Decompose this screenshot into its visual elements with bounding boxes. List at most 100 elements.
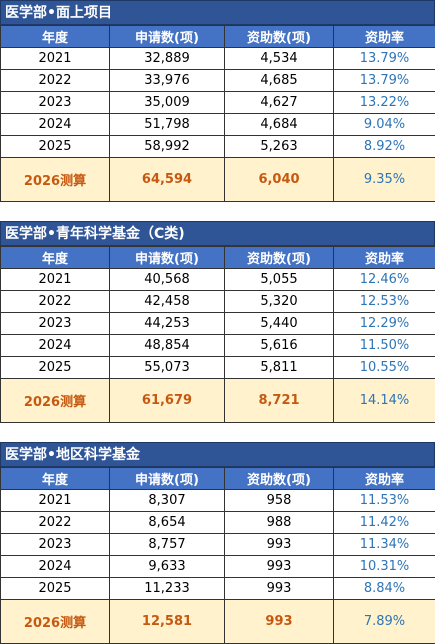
section-title: 医学部•青年科学基金（C类) <box>0 221 435 246</box>
cell: 993 <box>224 577 334 600</box>
cell: 8.84% <box>333 577 435 600</box>
cell: 11,233 <box>109 577 225 600</box>
cell: 5,616 <box>224 334 334 357</box>
header-cell: 年度 <box>0 246 110 269</box>
data-row: 2024 48,854 5,616 11.50% <box>0 334 435 357</box>
cell: 4,685 <box>224 69 334 92</box>
cell: 9,633 <box>109 555 225 578</box>
data-row: 2025 55,073 5,811 10.55% <box>0 356 435 379</box>
cell: 58,992 <box>109 135 225 158</box>
cell: 11.42% <box>333 511 435 534</box>
section: 医学部•青年科学基金（C类) 年度 申请数(项) 资助数(项) 资助率 2021 40,56… <box>0 221 435 423</box>
header-row: 年度 申请数(项) 资助数(项) 资助率 <box>0 25 435 48</box>
cell: 33,976 <box>109 69 225 92</box>
estimate-cell: 6,040 <box>224 157 334 202</box>
cell: 12.29% <box>333 312 435 335</box>
cell: 48,854 <box>109 334 225 357</box>
header-cell: 资助率 <box>333 467 435 490</box>
cell: 2025 <box>0 356 110 379</box>
estimate-cell: 2026测算 <box>0 378 110 423</box>
section-title: 医学部•地区科学基金 <box>0 442 435 467</box>
cell: 2022 <box>0 290 110 313</box>
cell: 2022 <box>0 69 110 92</box>
cell: 2022 <box>0 511 110 534</box>
cell: 993 <box>224 533 334 556</box>
header-cell: 资助率 <box>333 25 435 48</box>
data-row: 2024 9,633 993 10.31% <box>0 555 435 578</box>
data-table: 年度 申请数(项) 资助数(项) 资助率 2021 32,889 4,534 13.79% 20… <box>0 25 435 202</box>
cell: 51,798 <box>109 113 225 136</box>
cell: 13.79% <box>333 47 435 70</box>
cell: 2025 <box>0 577 110 600</box>
cell: 8,757 <box>109 533 225 556</box>
header-cell: 资助率 <box>333 246 435 269</box>
cell: 9.04% <box>333 113 435 136</box>
cell: 12.46% <box>333 268 435 291</box>
cell: 2023 <box>0 533 110 556</box>
cell: 35,009 <box>109 91 225 114</box>
cell: 2021 <box>0 268 110 291</box>
data-row: 2024 51,798 4,684 9.04% <box>0 113 435 136</box>
cell: 2024 <box>0 334 110 357</box>
cell: 5,320 <box>224 290 334 313</box>
data-row: 2022 42,458 5,320 12.53% <box>0 290 435 313</box>
cell: 13.22% <box>333 91 435 114</box>
header-row: 年度 申请数(项) 资助数(项) 资助率 <box>0 246 435 269</box>
cell: 5,811 <box>224 356 334 379</box>
header-row: 年度 申请数(项) 资助数(项) 资助率 <box>0 467 435 490</box>
estimate-row: 2026测算 12,581 993 7.89% <box>0 599 435 644</box>
cell: 13.79% <box>333 69 435 92</box>
header-cell: 年度 <box>0 467 110 490</box>
cell: 4,534 <box>224 47 334 70</box>
cell: 42,458 <box>109 290 225 313</box>
cell: 8,654 <box>109 511 225 534</box>
header-cell: 申请数(项) <box>109 467 225 490</box>
cell: 4,627 <box>224 91 334 114</box>
cell: 55,073 <box>109 356 225 379</box>
cell: 44,253 <box>109 312 225 335</box>
estimate-row: 2026测算 61,679 8,721 14.14% <box>0 378 435 423</box>
data-row: 2025 11,233 993 8.84% <box>0 577 435 600</box>
data-row: 2021 40,568 5,055 12.46% <box>0 268 435 291</box>
data-table: 年度 申请数(项) 资助数(项) 资助率 2021 40,568 5,055 12.46% 20… <box>0 246 435 423</box>
estimate-cell: 12,581 <box>109 599 225 644</box>
cell: 10.55% <box>333 356 435 379</box>
section-title: 医学部•面上项目 <box>0 0 435 25</box>
data-row: 2023 35,009 4,627 13.22% <box>0 91 435 114</box>
data-table: 年度 申请数(项) 资助数(项) 资助率 2021 8,307 958 11.53% 2022 8… <box>0 467 435 644</box>
data-row: 2021 32,889 4,534 13.79% <box>0 47 435 70</box>
estimate-cell: 64,594 <box>109 157 225 202</box>
estimate-cell: 2026测算 <box>0 599 110 644</box>
cell: 993 <box>224 555 334 578</box>
estimate-cell: 9.35% <box>333 157 435 202</box>
estimate-cell: 993 <box>224 599 334 644</box>
cell: 11.34% <box>333 533 435 556</box>
data-row: 2025 58,992 5,263 8.92% <box>0 135 435 158</box>
estimate-cell: 7.89% <box>333 599 435 644</box>
header-cell: 资助数(项) <box>224 246 334 269</box>
data-row: 2022 33,976 4,685 13.79% <box>0 69 435 92</box>
cell: 2025 <box>0 135 110 158</box>
header-cell: 资助数(项) <box>224 25 334 48</box>
cell: 12.53% <box>333 290 435 313</box>
cell: 2023 <box>0 91 110 114</box>
section: 医学部•面上项目 年度 申请数(项) 资助数(项) 资助率 2021 32,889 4,534… <box>0 0 435 202</box>
data-row: 2023 44,253 5,440 12.29% <box>0 312 435 335</box>
cell: 4,684 <box>224 113 334 136</box>
cell: 40,568 <box>109 268 225 291</box>
cell: 2021 <box>0 489 110 512</box>
cell: 11.53% <box>333 489 435 512</box>
cell: 8.92% <box>333 135 435 158</box>
section: 医学部•地区科学基金 年度 申请数(项) 资助数(项) 资助率 2021 8,307 958 1… <box>0 442 435 644</box>
header-cell: 申请数(项) <box>109 246 225 269</box>
cell: 5,440 <box>224 312 334 335</box>
estimate-row: 2026测算 64,594 6,040 9.35% <box>0 157 435 202</box>
cell: 32,889 <box>109 47 225 70</box>
data-row: 2023 8,757 993 11.34% <box>0 533 435 556</box>
cell: 2023 <box>0 312 110 335</box>
header-cell: 年度 <box>0 25 110 48</box>
cell: 2021 <box>0 47 110 70</box>
cell: 2024 <box>0 555 110 578</box>
